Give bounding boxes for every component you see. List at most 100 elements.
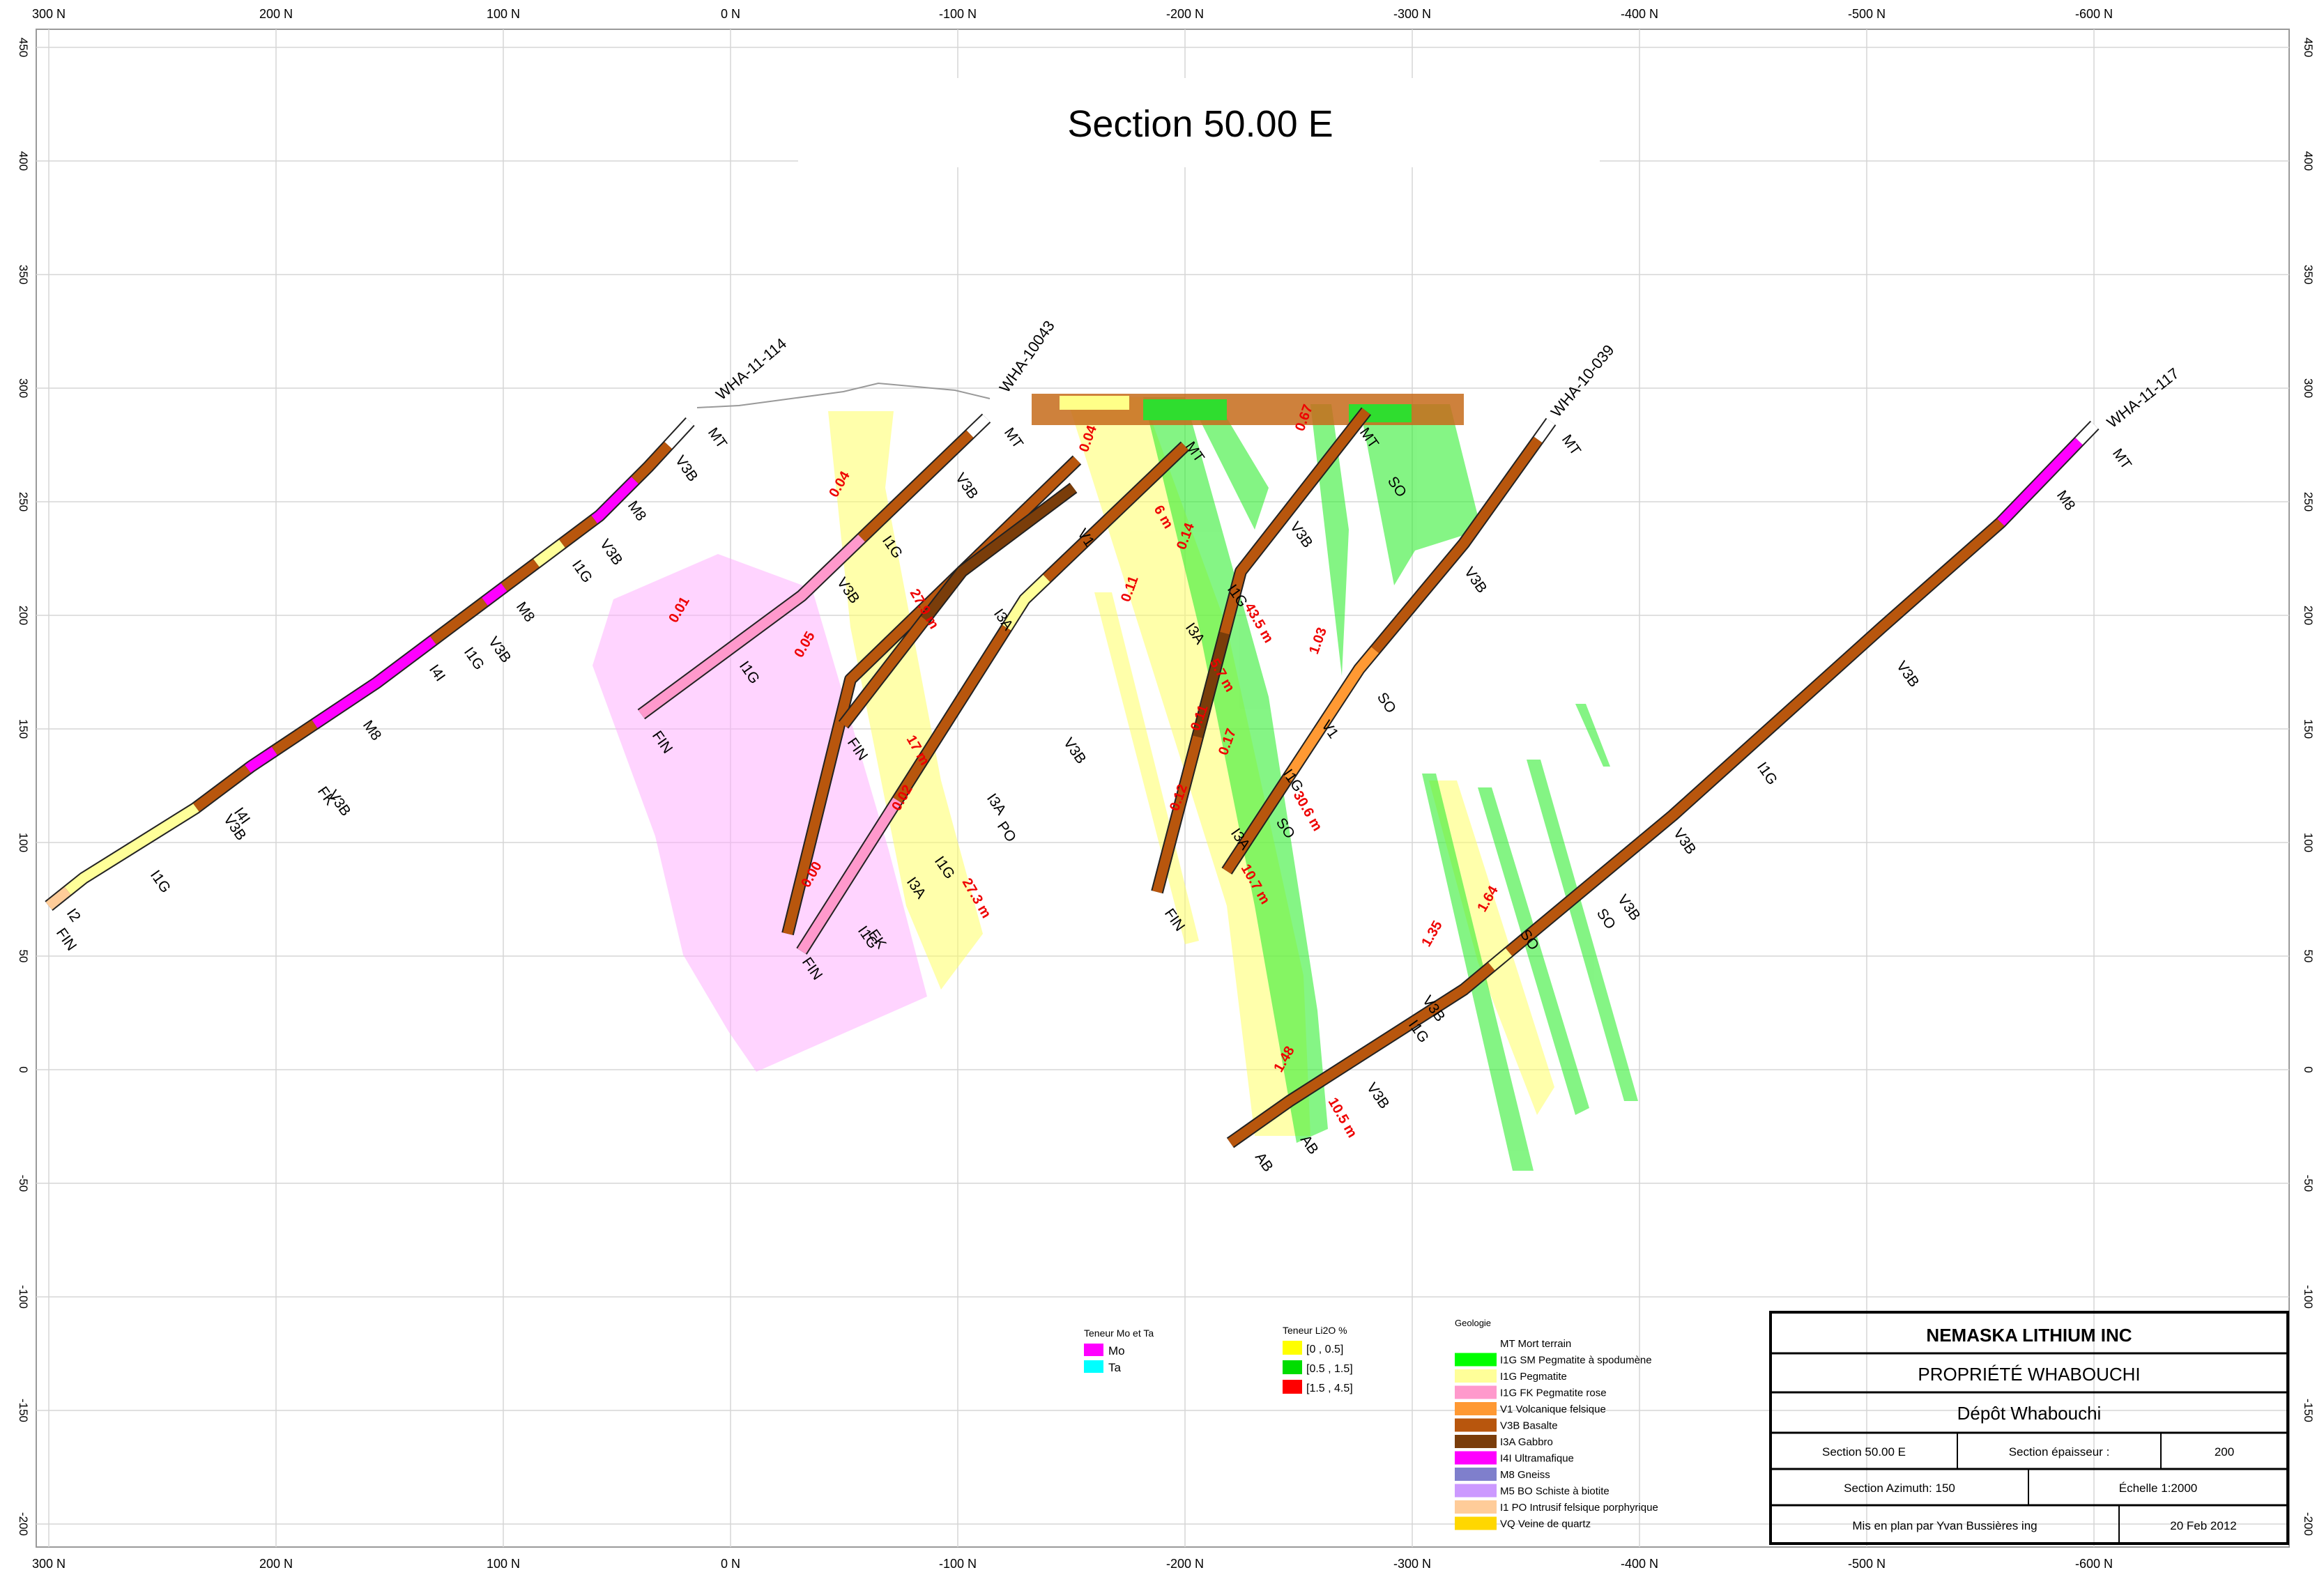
drillhole-interval <box>893 624 1011 803</box>
rock-code-label: I1G <box>1754 760 1780 788</box>
thickness-value: 200 <box>2215 1445 2234 1459</box>
drillholes <box>45 407 2100 1148</box>
y-tick-label-right: -200 <box>2302 1512 2315 1536</box>
legend-mo-ta-title: Teneur Mo et Ta <box>1084 1328 1154 1339</box>
y-tick-label-left: 100 <box>17 833 30 852</box>
y-tick-label-left: 0 <box>17 1066 30 1072</box>
drillhole-interval <box>638 534 865 718</box>
title-backdrop <box>798 78 1600 167</box>
drillhole-interval <box>839 616 929 728</box>
section-name: Section 50.00 E <box>1822 1445 1906 1459</box>
grade-label: 1.35 <box>1419 918 1446 950</box>
drillhole-interval <box>1152 735 1202 893</box>
rock-code-label: MT <box>1001 425 1026 452</box>
rock-code-label: M8 <box>513 599 538 625</box>
y-tick-label-right: 300 <box>2302 378 2315 398</box>
x-tick-label-bottom: 0 N <box>721 1557 740 1571</box>
drillhole-label: WHA-11-117 <box>2104 364 2182 431</box>
drillhole-interval <box>271 720 318 755</box>
rock-code-label: FIN <box>53 925 79 954</box>
y-tick-label-right: 350 <box>2302 265 2315 284</box>
drillhole-interval <box>921 484 1077 622</box>
x-tick-label-top: 200 N <box>259 7 293 21</box>
x-tick-label-top: 300 N <box>32 7 66 21</box>
drawing-scale: Échelle 1:2000 <box>2119 1482 2197 1495</box>
x-tick-label-top: -500 N <box>1848 7 1886 21</box>
legend-swatch <box>1455 1451 1497 1465</box>
drillhole-interval <box>1002 574 1050 631</box>
grade-label: 1.03 <box>1306 626 1330 656</box>
rock-code-label: V3B <box>672 453 701 485</box>
x-tick-label-top: -400 N <box>1621 7 1658 21</box>
thickness-label: Section épaisseur : <box>2009 1445 2110 1459</box>
x-tick-label-bottom: -200 N <box>1166 1557 1204 1571</box>
rock-code-label: I1G <box>569 557 595 586</box>
drillhole-interval <box>631 442 672 484</box>
rock-labels: MT MT MT MTMTMTV3BV3BV3BV3BV3BV3BV3BV3BV3BV… <box>53 425 2134 1175</box>
drillhole-interval <box>1220 408 1370 635</box>
legend-label: M5 BO Schiste à biotite <box>1500 1486 1610 1498</box>
legend-swatch <box>1283 1380 1302 1394</box>
rock-code-label: PO <box>994 819 1019 845</box>
legend-swatch <box>1455 1353 1497 1367</box>
drillhole-interval <box>245 746 277 774</box>
drillhole-interval <box>1043 442 1188 583</box>
legend-geologie-title: Geologie <box>1455 1318 1491 1328</box>
legend-label: I1G SM Pegmatite à spodumène <box>1500 1355 1652 1367</box>
legend-label: VQ Veine de quartz <box>1500 1518 1591 1530</box>
legend-swatch <box>1283 1360 1302 1374</box>
rock-code-label: MT <box>2109 446 2134 472</box>
x-tick-label-bottom: 100 N <box>487 1557 520 1571</box>
y-tick-label-left: 350 <box>17 265 30 284</box>
legend-label: V3B Basalte <box>1500 1420 1558 1432</box>
legend-li2o: Teneur Li2O % [0 , 0.5] [0.5 , 1.5] [1.5… <box>1283 1325 1353 1394</box>
drillhole-interval <box>500 559 540 592</box>
y-tick-label-right: -50 <box>2302 1175 2315 1192</box>
drillhole-interval <box>1371 436 1543 654</box>
plot-frame <box>36 29 2290 1548</box>
rock-code-label: I2 <box>63 906 84 925</box>
topography <box>696 382 991 408</box>
legend-label: [0 , 0.5] <box>1306 1344 1343 1355</box>
legend-label: Ta <box>1108 1361 1122 1374</box>
legend-label: I1G FK Pegmatite rose <box>1500 1387 1607 1399</box>
rock-code-label: M8 <box>2054 488 2079 514</box>
y-tick-label-right: 150 <box>2302 719 2315 739</box>
y-tick-label-right: 450 <box>2302 38 2315 57</box>
x-tick-label-top: -300 N <box>1393 7 1431 21</box>
rock-code-label: V3B <box>597 537 626 569</box>
drillhole-interval <box>783 456 1080 935</box>
drillhole-interval <box>430 597 488 645</box>
x-tick-label-bottom: 300 N <box>32 1557 66 1571</box>
drillhole-interval <box>559 515 597 548</box>
y-tick-label-left: 450 <box>17 38 30 57</box>
drillhole-interval <box>858 430 974 542</box>
legend-label: [1.5 , 4.5] <box>1306 1383 1353 1394</box>
drillhole-interval <box>45 886 71 910</box>
y-tick-label-left: 150 <box>17 719 30 739</box>
rock-code-label: SO <box>1374 690 1399 716</box>
x-tick-label-bottom: -500 N <box>1848 1557 1886 1571</box>
drillhole-interval <box>1193 631 1230 738</box>
drillhole-label: WHA-10043 <box>996 317 1058 396</box>
length-label: 30.6 m <box>1290 789 1325 834</box>
drillhole-interval <box>797 797 902 954</box>
rock-code-label: M8 <box>360 718 385 744</box>
legend-swatch <box>1084 1360 1103 1373</box>
x-tick-label-top: -200 N <box>1166 7 1204 21</box>
legend-label: I4I Ultramafique <box>1500 1453 1574 1465</box>
drillhole-interval <box>591 477 639 524</box>
author: Mis en plan par Yvan Bussières ing <box>1852 1519 2037 1532</box>
legend-swatch <box>1455 1402 1497 1415</box>
drawing-date: 20 Feb 2012 <box>2170 1519 2236 1532</box>
collar-yellow <box>1060 396 1129 410</box>
company-name: NEMASKA LITHIUM INC <box>1926 1325 2132 1346</box>
drillhole-interval <box>966 414 990 438</box>
drillhole-label: WHA-10-039 <box>1547 341 1618 420</box>
legend-geologie: Geologie MT Mort terrain I1G SM Pegmatite… <box>1454 1318 1658 1530</box>
legend-swatch <box>1283 1341 1302 1355</box>
y-tick-label-left: 250 <box>17 492 30 511</box>
rock-code-label: V3B <box>1893 659 1922 691</box>
